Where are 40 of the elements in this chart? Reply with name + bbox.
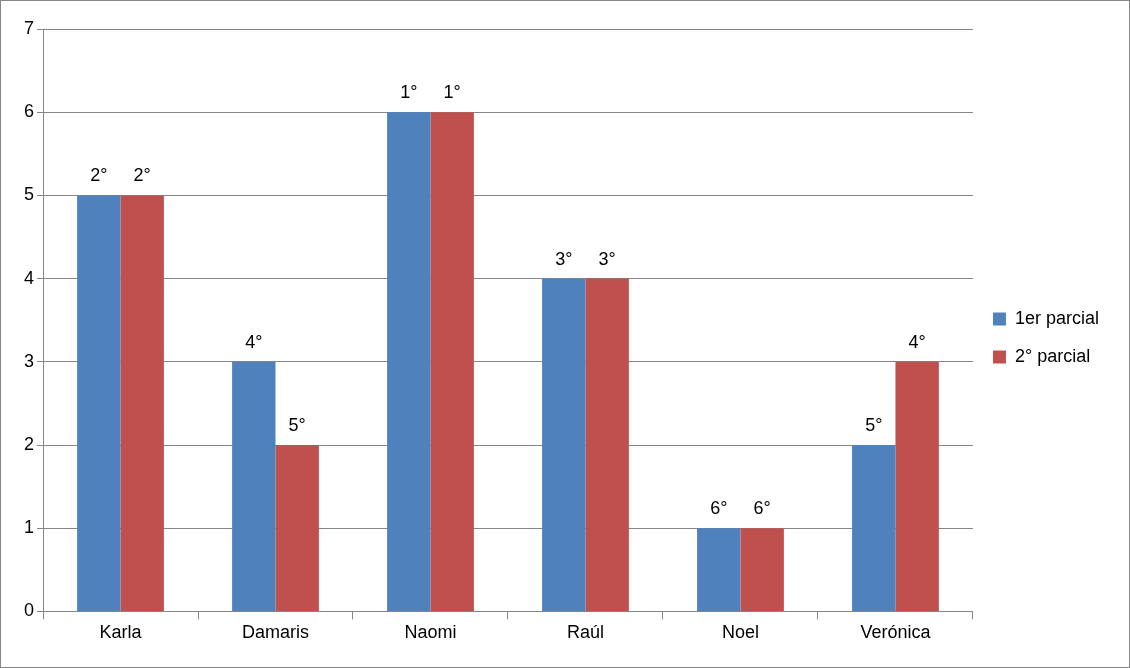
annotation: 3° — [555, 248, 573, 269]
bar — [852, 445, 896, 611]
bar — [275, 445, 319, 611]
x-tick-label: Damaris — [241, 622, 310, 643]
annotation: 3° — [598, 248, 616, 269]
annotation: 6° — [710, 498, 728, 519]
annotation: 4° — [908, 331, 926, 352]
annotation: 6° — [753, 498, 771, 519]
x-tick-label: Verónica — [860, 622, 932, 643]
y-tick-label: 3 — [24, 350, 35, 371]
bar — [77, 195, 121, 611]
legend-label: 1er parcial — [1014, 307, 1100, 328]
y-tick-label: 6 — [24, 101, 35, 122]
x-tick-label: Noel — [721, 622, 759, 643]
y-tick-label: 1 — [24, 517, 35, 538]
bar — [740, 528, 784, 611]
bar — [232, 361, 276, 611]
y-tick-label: 0 — [24, 600, 35, 621]
annotation: 5° — [865, 414, 883, 435]
x-tick-label: Raúl — [566, 622, 604, 643]
x-tick-label: Naomi — [404, 622, 457, 643]
bar — [542, 278, 586, 611]
annotation: 4° — [245, 331, 263, 352]
annotation: 2° — [90, 165, 108, 186]
bar — [585, 278, 629, 611]
y-tick-label: 5 — [24, 184, 35, 205]
bar — [697, 528, 741, 611]
x-tick-label: Karla — [99, 622, 143, 643]
y-tick-label: 7 — [24, 17, 35, 38]
bar — [895, 361, 939, 611]
annotation: 1° — [443, 82, 461, 103]
annotation: 5° — [288, 414, 306, 435]
bar — [120, 195, 164, 611]
annotation: 1° — [400, 82, 418, 103]
y-tick-label: 4 — [24, 267, 35, 288]
y-tick-label: 2 — [24, 433, 35, 454]
annotation: 2° — [133, 165, 151, 186]
bar — [387, 112, 431, 611]
legend-label: 2° parcial — [1014, 345, 1091, 366]
bar — [430, 112, 474, 611]
